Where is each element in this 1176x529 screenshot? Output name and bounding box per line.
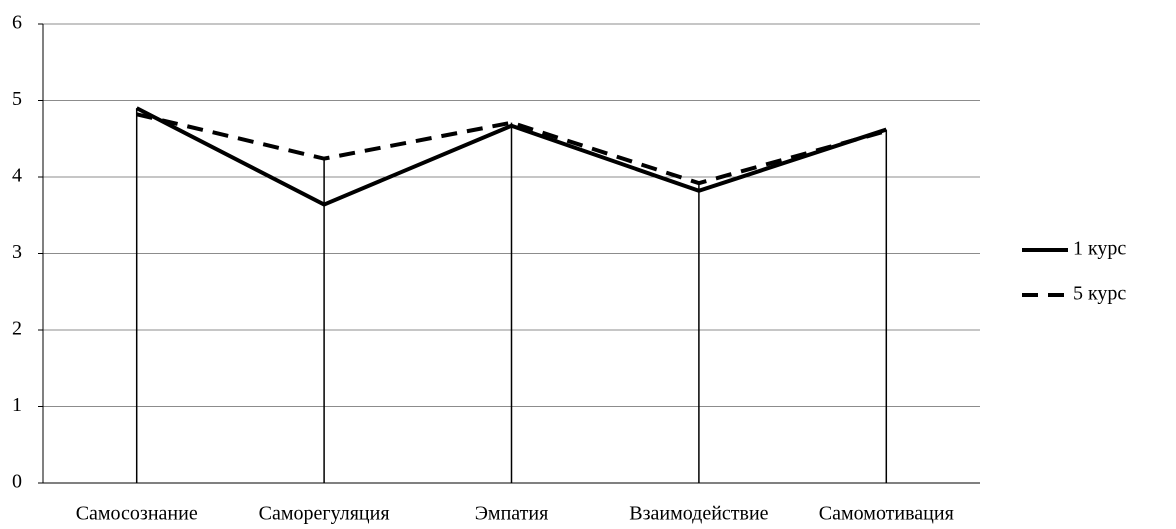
x-tick-label: Эмпатия: [475, 503, 549, 525]
y-tick-label: 5: [12, 88, 22, 110]
y-tick-label: 4: [12, 165, 22, 187]
y-tick-label: 3: [12, 241, 22, 263]
y-tick-label: 0: [12, 471, 22, 493]
y-tick-label: 2: [12, 318, 22, 340]
legend-label: 5 курс: [1073, 283, 1126, 305]
y-tick-label: 6: [12, 12, 22, 34]
series-line: [135, 106, 887, 207]
x-tick-label: Самомотивация: [819, 503, 954, 525]
x-tick-label: Взаимодействие: [629, 503, 768, 525]
x-tick-label: Саморегуляция: [259, 503, 390, 525]
y-tick-label: 1: [12, 394, 22, 416]
legend-label: 1 курс: [1073, 238, 1126, 260]
x-tick-label: Самосознание: [76, 503, 198, 525]
